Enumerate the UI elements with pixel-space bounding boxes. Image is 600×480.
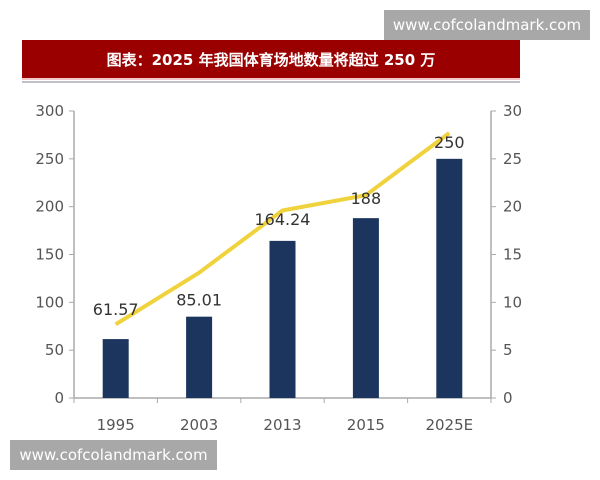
left-tick-label: 200 <box>35 198 64 216</box>
bar <box>186 316 213 398</box>
right-tick-label: 10 <box>503 293 522 311</box>
left-tick-label: 250 <box>35 150 64 168</box>
right-tick-label: 30 <box>503 102 522 120</box>
right-tick-label: 15 <box>503 246 522 264</box>
x-tick-label: 2025E <box>425 416 473 434</box>
x-tick-label: 1995 <box>97 416 135 434</box>
left-tick-label: 100 <box>35 293 64 311</box>
left-tick-label: 50 <box>45 341 64 359</box>
right-tick-label: 0 <box>503 389 513 407</box>
right-tick-label: 20 <box>503 198 522 216</box>
left-tick-label: 150 <box>35 246 64 264</box>
right-tick-label: 25 <box>503 150 522 168</box>
data-label: 164.24 <box>255 210 311 229</box>
data-label: 61.57 <box>93 300 139 319</box>
right-tick-label: 5 <box>503 341 513 359</box>
bar <box>102 339 129 398</box>
bar <box>436 158 463 398</box>
chart-title: 图表：2025 年我国体育场地数量将超过 250 万 <box>22 40 520 80</box>
watermark-bottom: www.cofcolandmark.com <box>10 440 217 470</box>
data-label: 188 <box>351 189 382 208</box>
data-label: 85.01 <box>176 291 222 310</box>
bar <box>269 240 296 398</box>
data-label: 250 <box>434 133 465 152</box>
left-tick-label: 0 <box>54 389 64 407</box>
x-tick-label: 2015 <box>347 416 385 434</box>
x-tick-label: 2013 <box>263 416 301 434</box>
left-tick-label: 300 <box>35 102 64 120</box>
x-tick-label: 2003 <box>180 416 218 434</box>
watermark-top: www.cofcolandmark.com <box>384 10 590 40</box>
title-underline <box>22 81 520 83</box>
bar <box>352 218 379 398</box>
